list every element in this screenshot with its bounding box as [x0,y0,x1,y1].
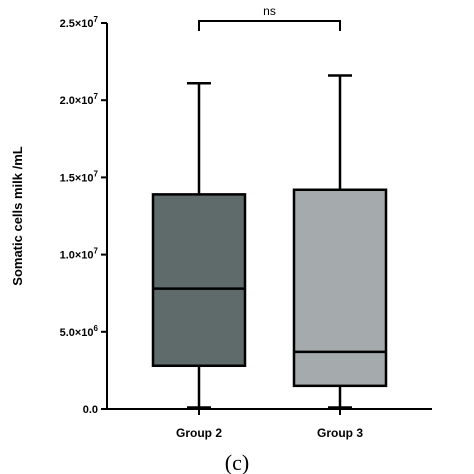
y-tick-label: 1.0×107 [60,247,99,262]
box-series [151,74,388,409]
x-tick-label: Group 3 [317,426,363,440]
y-tick-label: 2.5×107 [60,15,99,30]
x-tick-label: Group 2 [176,426,222,440]
y-axis-title: Somatic cells milk /mL [10,146,25,286]
box-group-2 [151,81,247,409]
box-iqr [151,193,247,368]
y-tick-label: 0.0 [83,404,98,416]
bracket-line [198,20,341,31]
significance-label: ns [263,4,276,18]
y-axis: 0.0 5.0×106 1.0×107 1.5×107 2.0×107 2.5×107 [60,15,108,416]
significance-bracket: ns [198,4,341,31]
y-tick-label: 5.0×106 [60,324,99,339]
x-axis: Group 2 Group 3 [106,408,432,440]
panel-label: (c) [225,450,249,474]
y-tick-label: 1.5×107 [60,169,99,184]
box-group-3 [292,74,388,409]
y-tick-label: 2.0×107 [60,92,99,107]
box-iqr [292,188,388,388]
